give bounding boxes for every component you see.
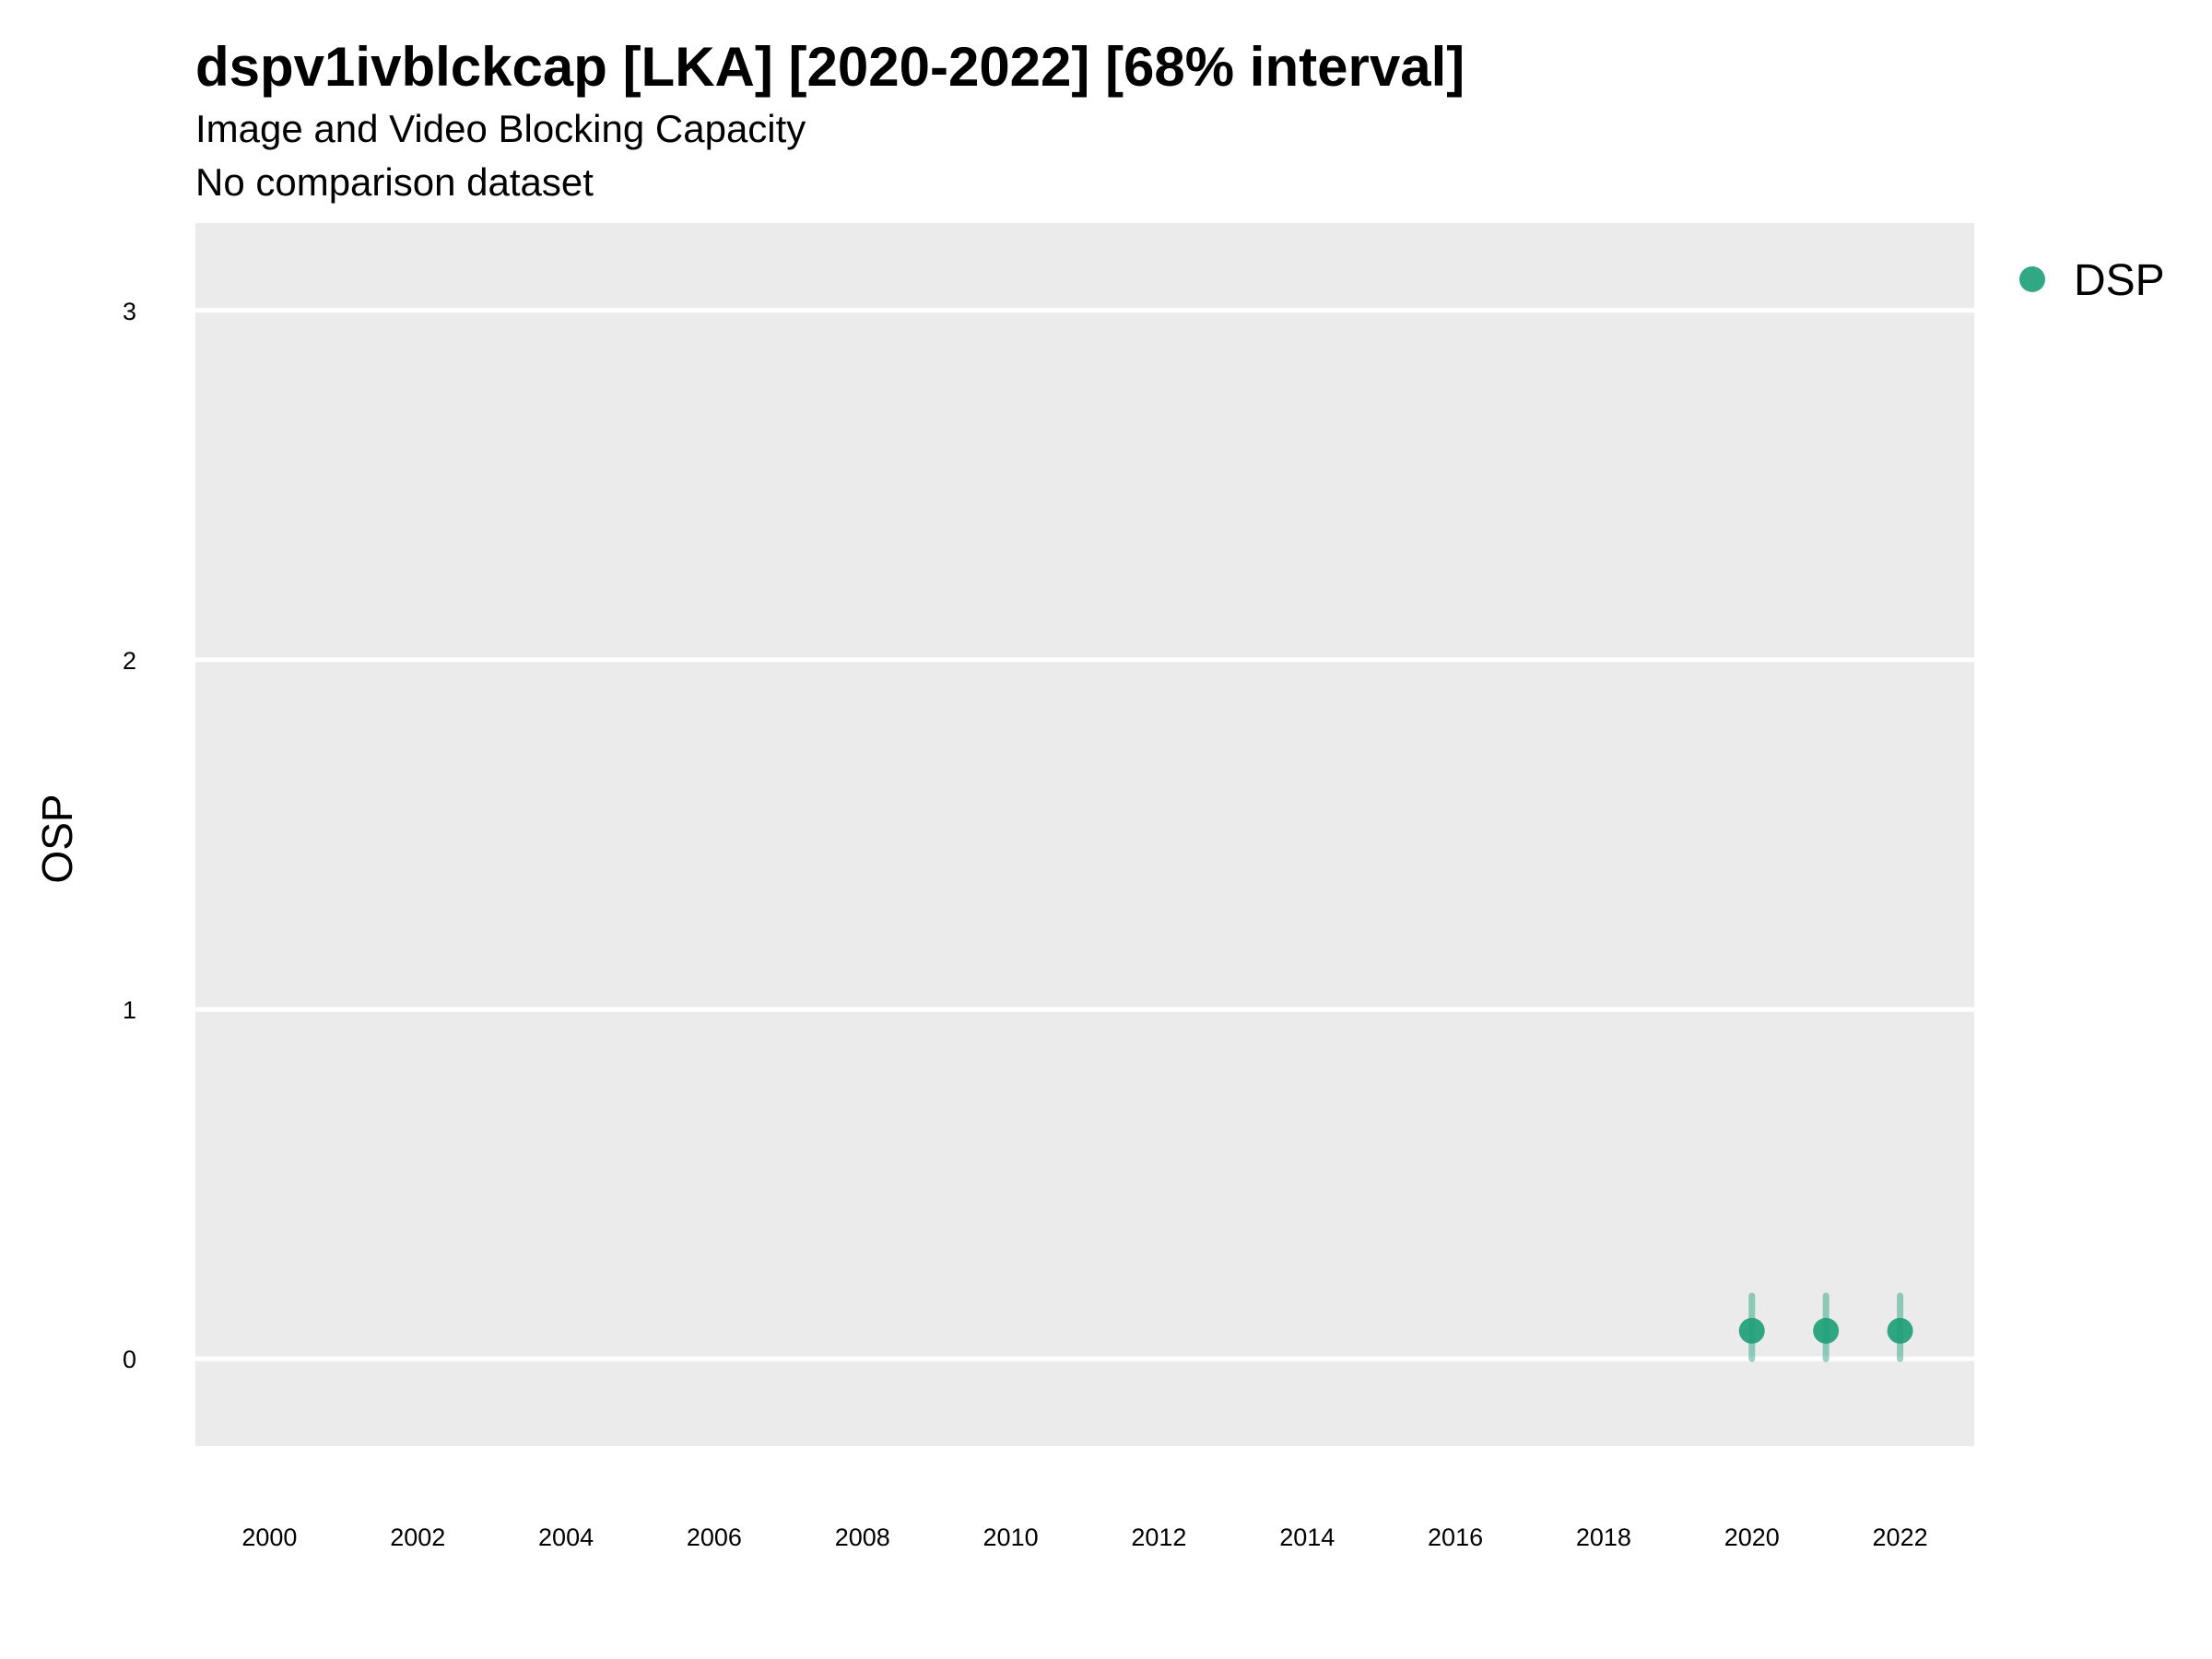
y-tick-label: 1 <box>123 996 136 1024</box>
x-tick-label: 2020 <box>1724 1524 1780 1551</box>
y-axis-label: OSP <box>33 794 81 883</box>
x-tick-label: 2012 <box>1131 1524 1186 1551</box>
x-tick-label: 2002 <box>390 1524 445 1551</box>
x-tick-label: 2000 <box>241 1524 297 1551</box>
y-axis-ticks: 0 1 2 3 <box>123 298 136 1373</box>
chart-subtitle: Image and Video Blocking Capacity <box>195 107 806 150</box>
y-tick-label: 2 <box>123 647 136 675</box>
legend: DSP <box>2019 256 2165 305</box>
grid-lines <box>195 308 1974 1361</box>
data-point <box>1813 1317 1840 1344</box>
chart-title: dspv1ivblckcap [LKA] [2020-2022] [68% in… <box>195 36 1465 98</box>
x-tick-label: 2018 <box>1576 1524 1631 1551</box>
x-tick-label: 2016 <box>1428 1524 1483 1551</box>
x-tick-label: 2004 <box>538 1524 594 1551</box>
y-tick-label: 0 <box>123 1346 136 1373</box>
chart-subtitle-comparison: No comparison dataset <box>195 160 594 204</box>
data-point <box>1738 1317 1765 1344</box>
x-tick-label: 2010 <box>983 1524 1039 1551</box>
data-marks <box>1738 1292 1913 1362</box>
data-point <box>1887 1317 1913 1344</box>
x-tick-label: 2008 <box>835 1524 890 1551</box>
legend-key-dsp <box>2019 266 2045 292</box>
legend-label-dsp: DSP <box>2074 256 2165 305</box>
x-axis-ticks: 2000 2002 2004 2006 2008 2010 2012 2014 2016 2018… <box>241 1524 1927 1551</box>
plot-panel <box>195 223 1974 1446</box>
x-tick-label: 2014 <box>1279 1524 1335 1551</box>
x-tick-label: 2006 <box>687 1524 742 1551</box>
y-tick-label: 3 <box>123 298 136 325</box>
x-tick-label: 2022 <box>1873 1524 1928 1551</box>
